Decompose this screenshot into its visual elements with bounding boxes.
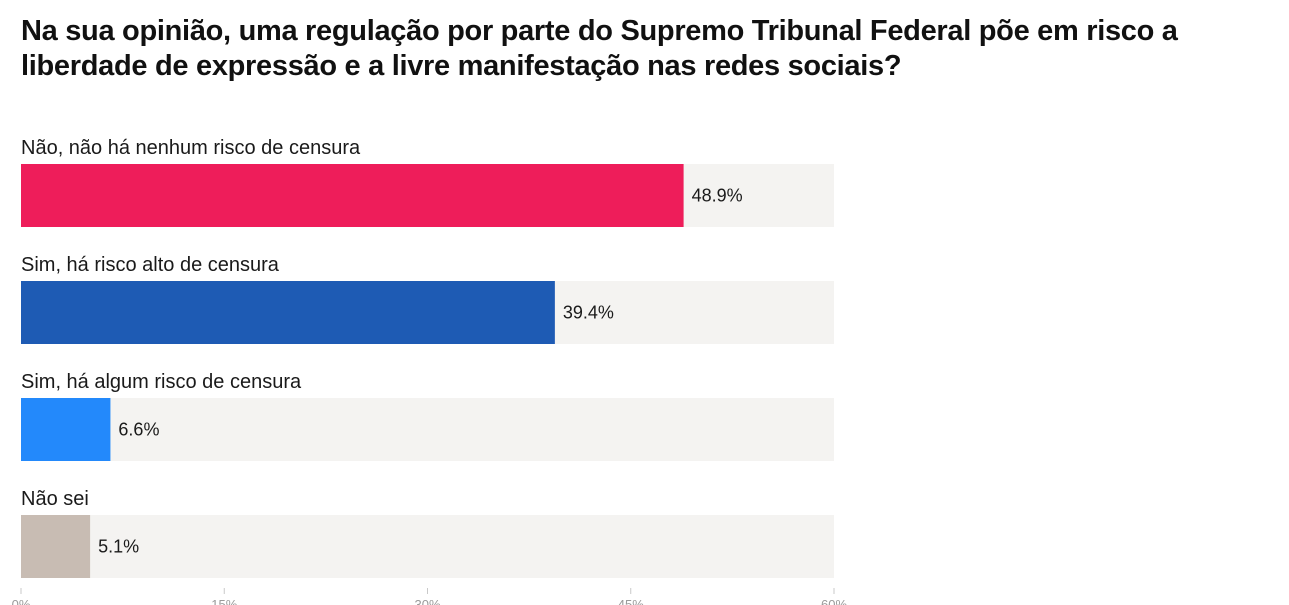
category-label: Não sei xyxy=(21,488,89,510)
bar-track xyxy=(21,398,834,461)
bar xyxy=(21,398,111,461)
category-label: Sim, há risco alto de censura xyxy=(21,254,280,276)
x-tick-label: 0% xyxy=(12,597,31,605)
value-label: 5.1% xyxy=(98,537,139,557)
bar xyxy=(21,515,91,578)
value-label: 6.6% xyxy=(118,420,159,440)
category-label: Não, não há nenhum risco de censura xyxy=(21,137,361,159)
x-tick-label: 30% xyxy=(414,597,440,605)
chart-title: Na sua opinião, uma regulação por parte … xyxy=(21,15,1178,82)
x-tick-label: 15% xyxy=(211,597,237,605)
x-tick-label: 60% xyxy=(821,597,847,605)
bar xyxy=(21,281,555,344)
x-tick-label: 45% xyxy=(618,597,644,605)
value-label: 48.9% xyxy=(692,186,743,206)
bar xyxy=(21,164,684,227)
bar-track xyxy=(21,515,834,578)
value-label: 39.4% xyxy=(563,303,614,323)
category-label: Sim, há algum risco de censura xyxy=(21,371,302,393)
